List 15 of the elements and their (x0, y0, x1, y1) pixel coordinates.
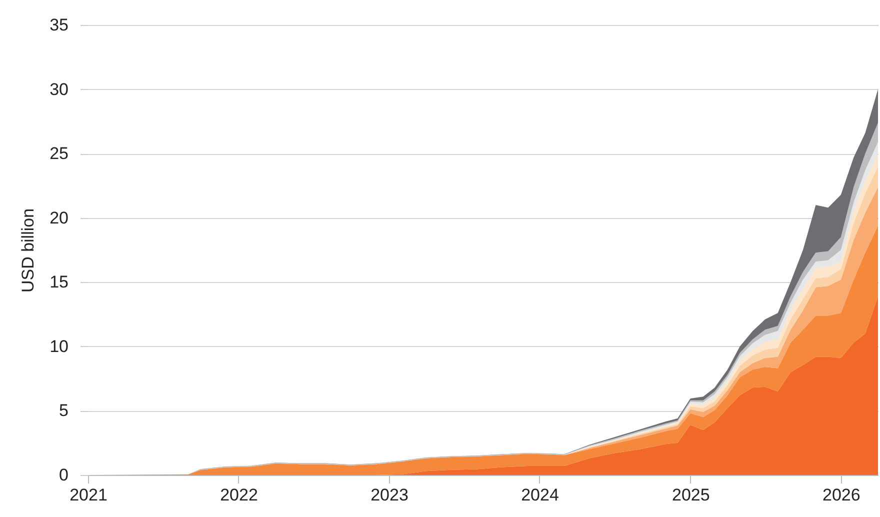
x-tick-label: 2021 (70, 486, 108, 504)
y-axis-title: USD billion (18, 208, 38, 293)
y-tick-label: 35 (50, 16, 68, 34)
y-tick-label: 25 (50, 144, 68, 164)
y-tick-label: 15 (50, 272, 68, 292)
y-tick-label: 10 (50, 336, 68, 356)
x-tick-label: 2022 (220, 486, 258, 504)
y-tick-label: 5 (59, 401, 68, 420)
x-tick-label: 2024 (521, 486, 559, 504)
y-tick-label: 0 (59, 466, 68, 484)
x-tick-label: 2023 (370, 486, 408, 504)
x-tick-label: 2025 (672, 486, 710, 504)
x-tick-label: 2026 (822, 486, 860, 504)
y-tick-label: 30 (50, 80, 68, 99)
y-tick-label: 20 (50, 208, 68, 228)
